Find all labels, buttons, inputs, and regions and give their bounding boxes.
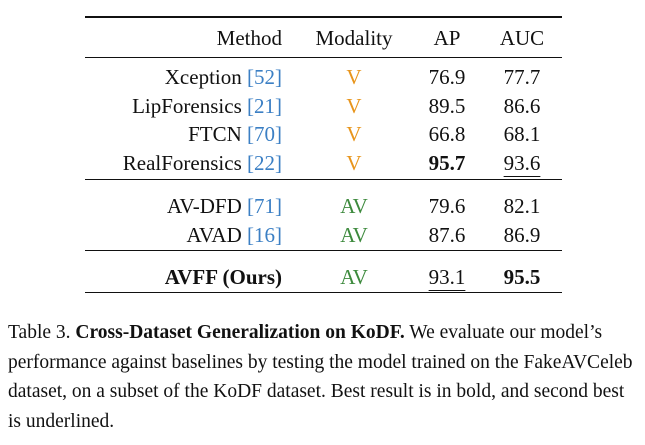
- caption: Table 3. Cross-Dataset Generalization on…: [8, 318, 642, 436]
- method-name: AVFF (Ours): [164, 265, 282, 290]
- ap-cell: 93.1: [347, 265, 547, 289]
- ap-cell: 76.9: [347, 65, 547, 89]
- column-header: Modality: [315, 26, 393, 50]
- method-name: FTCN: [188, 122, 242, 147]
- ap-value: 66.8: [428, 122, 466, 147]
- ap-cell: 87.6: [347, 223, 547, 247]
- method-cell: RealForensics [22]: [123, 151, 282, 175]
- method-cell: AVFF (Ours): [165, 265, 282, 289]
- auc-cell: 93.6: [422, 151, 622, 175]
- modality: V: [346, 151, 362, 176]
- table-rule: [85, 16, 562, 18]
- method-cell: Xception [52]: [165, 65, 282, 89]
- modality: V: [346, 65, 362, 89]
- ap-value: 93.1: [428, 265, 466, 290]
- method-cell: LipForensics [21]: [132, 94, 282, 118]
- method-name: RealForensics: [122, 151, 242, 176]
- citation: [52]: [247, 65, 282, 89]
- auc-value: 86.6: [503, 93, 541, 118]
- citation: [71]: [247, 193, 282, 218]
- modality: AV: [340, 222, 368, 247]
- table-rule: [85, 291, 562, 294]
- auc-value: 86.9: [503, 222, 541, 247]
- auc-cell: 86.6: [422, 94, 622, 118]
- ap-value: 89.5: [428, 93, 466, 118]
- method-name: LipForensics: [132, 93, 242, 118]
- table-rule: [85, 57, 562, 58]
- caption-text: We evaluate our model’s performance agai…: [8, 322, 633, 432]
- citation: [22]: [247, 151, 282, 176]
- column-header: AP: [433, 26, 461, 50]
- column-header: Method: [216, 26, 282, 50]
- ap-value: 76.9: [428, 65, 466, 89]
- modality: V: [346, 93, 362, 118]
- caption-title: Cross-Dataset Generalization on KoDF.: [75, 322, 405, 343]
- ap-cell: 89.5: [347, 94, 547, 118]
- method-name: Xception: [164, 65, 242, 89]
- auc-cell: 82.1: [422, 194, 622, 218]
- column-header: AUC: [499, 26, 545, 50]
- auc-value: 93.6: [503, 151, 541, 176]
- modality: V: [346, 122, 362, 147]
- auc-cell: 77.7: [422, 65, 622, 89]
- table-rule: [85, 178, 562, 180]
- citation: [16]: [247, 222, 282, 247]
- method-cell: AV-DFD [71]: [167, 194, 282, 218]
- auc-cell: 68.1: [422, 122, 622, 146]
- ap-cell: 79.6: [347, 194, 547, 218]
- citation: [70]: [247, 122, 282, 147]
- method-name: AVAD: [186, 222, 242, 247]
- auc-value: 82.1: [503, 193, 541, 218]
- modality: AV: [340, 193, 368, 218]
- ap-value: 95.7: [428, 151, 466, 176]
- method-cell: AVAD [16]: [187, 223, 283, 247]
- auc-value: 95.5: [503, 265, 541, 290]
- modality: AV: [340, 265, 368, 290]
- auc-value: 77.7: [503, 65, 541, 89]
- ap-cell: 66.8: [347, 122, 547, 146]
- auc-value: 68.1: [503, 122, 541, 147]
- method-cell: FTCN [70]: [188, 122, 282, 146]
- table-rule: [85, 250, 562, 252]
- citation: [21]: [247, 93, 282, 118]
- auc-cell: 95.5: [422, 265, 622, 289]
- ap-value: 87.6: [428, 222, 466, 247]
- auc-cell: 86.9: [422, 223, 622, 247]
- ap-cell: 95.7: [347, 151, 547, 175]
- ap-value: 79.6: [428, 193, 466, 218]
- caption-label: Table 3.: [8, 322, 71, 343]
- method-name: AV-DFD: [167, 193, 242, 218]
